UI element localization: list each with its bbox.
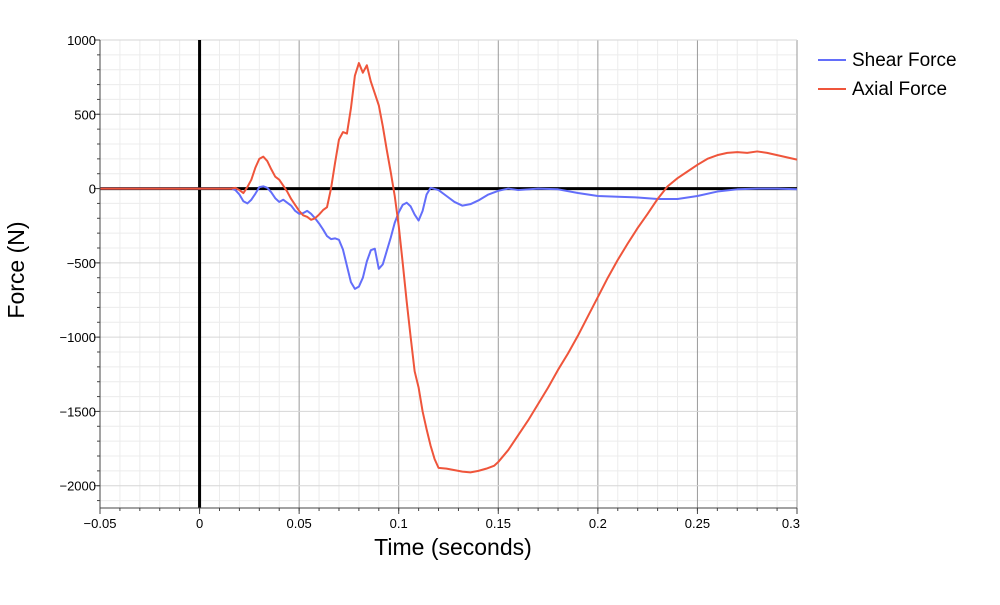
- legend[interactable]: Shear Force Axial Force: [818, 50, 957, 100]
- y-tick-label: 0: [89, 182, 96, 197]
- legend-label-shear-force: Shear Force: [852, 50, 957, 71]
- x-tick-label: 0.15: [486, 516, 511, 531]
- x-tick-label: 0.1: [390, 516, 408, 531]
- legend-label-axial-force: Axial Force: [852, 79, 947, 100]
- y-tick-label: −2000: [59, 479, 96, 494]
- legend-item-shear-force[interactable]: Shear Force: [818, 50, 957, 71]
- axes: [94, 39, 798, 514]
- x-tick-label: 0: [196, 516, 203, 531]
- legend-item-axial-force[interactable]: Axial Force: [818, 79, 947, 100]
- y-tick-label: −1500: [59, 404, 96, 419]
- y-axis-title: Force (N): [3, 221, 29, 318]
- series-line-axial-force: [100, 62, 798, 474]
- x-tick-label: 0.25: [685, 516, 710, 531]
- grid: [99, 39, 798, 508]
- x-tick-label: 0.2: [589, 516, 607, 531]
- y-axis-ticks: −2000 −1500 −1000 −500 0 500 1000: [59, 33, 96, 494]
- x-tick-label: 0.3: [782, 516, 800, 531]
- y-tick-label: 1000: [67, 33, 96, 48]
- series-lines: [100, 62, 798, 474]
- y-tick-label: −1000: [59, 330, 96, 345]
- zero-lines: [100, 40, 797, 508]
- series-line-shear-force: [100, 185, 798, 290]
- x-tick-label: 0.05: [286, 516, 311, 531]
- y-tick-label: −500: [67, 256, 96, 271]
- x-tick-label: −0.05: [84, 516, 117, 531]
- x-axis-title: Time (seconds): [374, 534, 532, 560]
- x-axis-ticks: −0.05 0 0.05 0.1 0.15 0.2 0.25 0.3: [84, 516, 800, 531]
- y-tick-label: 500: [74, 107, 96, 122]
